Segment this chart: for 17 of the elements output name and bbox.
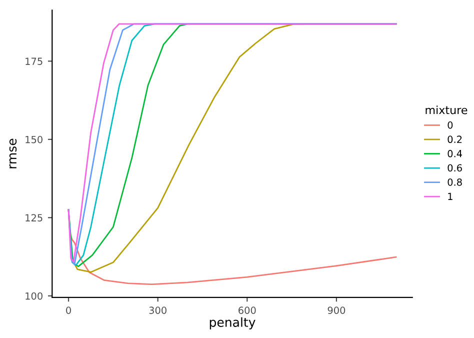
legend-label: 0.8: [448, 178, 462, 186]
x-tick-label: 600: [238, 306, 256, 314]
y-tick-label: 125: [26, 214, 42, 222]
y-tick-label: 175: [26, 58, 42, 65]
legend-title: mixture: [426, 106, 468, 114]
x-tick-label: 300: [149, 306, 166, 314]
y-tick-label: 150: [26, 136, 42, 144]
x-tick-label: 0: [66, 306, 71, 314]
legend-label: 0: [448, 121, 453, 129]
legend-label: 1: [448, 192, 452, 200]
legend-label: 0.6: [448, 164, 462, 172]
legend-label: 0.4: [448, 150, 462, 158]
x-tick-label: 900: [328, 306, 346, 314]
legend-label: 0.2: [448, 136, 462, 144]
y-tick-label: 100: [26, 292, 42, 300]
y-axis-title: rmse: [9, 138, 17, 168]
x-axis-title: penalty: [210, 317, 256, 330]
